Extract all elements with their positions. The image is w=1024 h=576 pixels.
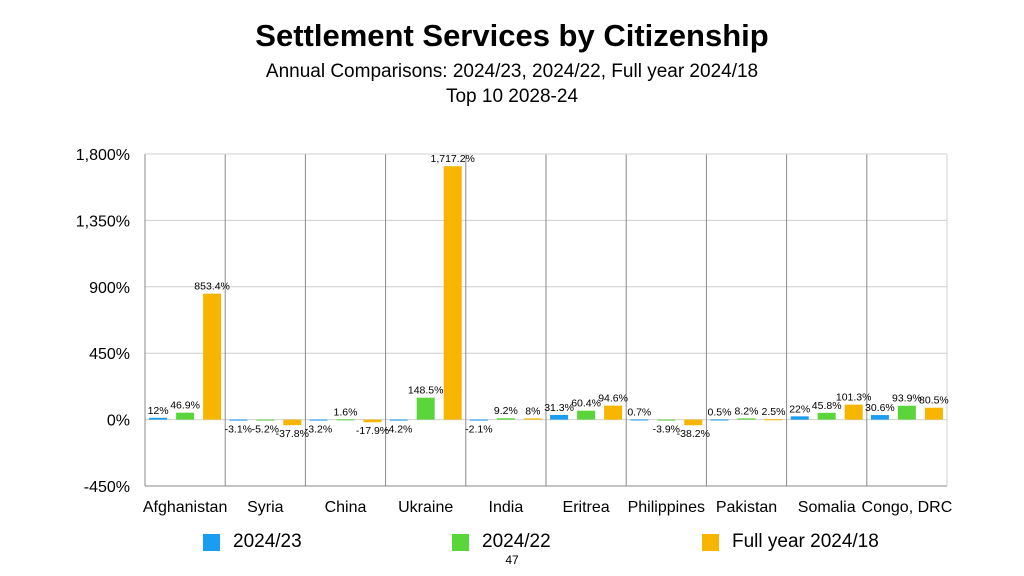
- page-number: 47: [505, 553, 519, 567]
- category-label: Afghanistan: [143, 499, 228, 516]
- data-label: -3.9%: [653, 424, 680, 436]
- bar: [604, 405, 623, 420]
- bar: [924, 407, 943, 420]
- category-label: Ukraine: [398, 499, 453, 516]
- y-tick-label: 0%: [107, 413, 130, 430]
- data-label: 0.7%: [627, 406, 651, 418]
- data-label: 31.3%: [544, 402, 574, 414]
- legend-item-2024-22: 2024/22: [452, 531, 551, 553]
- chart-subtitle-line2: Top 10 2028-24: [445, 86, 579, 107]
- category-label: Eritrea: [563, 499, 610, 516]
- data-label: 2.5%: [762, 406, 786, 418]
- bar: [870, 415, 889, 420]
- bar: [897, 405, 916, 420]
- data-label: 1,717.2%: [431, 153, 475, 165]
- data-label: -3.1%: [225, 424, 252, 436]
- bar: [790, 416, 809, 420]
- y-tick-label: 1,350%: [76, 213, 130, 230]
- data-label: 8%: [525, 405, 540, 417]
- category-label: Somalia: [798, 499, 856, 516]
- bar: [336, 419, 355, 421]
- data-label: -17.9%: [356, 425, 389, 437]
- bar: [737, 418, 756, 420]
- data-label: 8.2%: [735, 405, 759, 417]
- category-label: China: [325, 499, 367, 516]
- legend-swatch-blue: [203, 533, 220, 551]
- data-label: -4.2%: [385, 424, 412, 436]
- data-label: 853.4%: [194, 281, 230, 293]
- bar: [496, 418, 515, 420]
- category-label: Syria: [247, 499, 284, 516]
- data-label: 46.9%: [170, 400, 200, 412]
- data-label: 22%: [789, 403, 810, 415]
- bar: [283, 419, 302, 426]
- data-label: 148.5%: [408, 385, 444, 397]
- legend-label: 2024/23: [233, 531, 302, 552]
- bar: [657, 419, 676, 421]
- legend-label: 2024/22: [482, 531, 551, 552]
- bar: [523, 418, 542, 420]
- bar: [764, 419, 783, 421]
- y-tick-label: 900%: [89, 280, 130, 297]
- bar: [176, 412, 195, 420]
- bar: [203, 293, 222, 420]
- bar: [469, 419, 488, 421]
- data-label: -2.1%: [465, 424, 492, 436]
- category-label: Congo, DRC: [862, 499, 953, 516]
- bar: [443, 166, 462, 420]
- data-label: 93.9%: [892, 393, 922, 405]
- chart-title: Settlement Services by Citizenship: [255, 18, 769, 53]
- data-label: -5.2%: [252, 424, 279, 436]
- category-label: Pakistan: [716, 499, 777, 516]
- data-label: -37.8%: [276, 428, 309, 440]
- bar: [844, 404, 863, 420]
- data-label: 0.5%: [708, 407, 732, 419]
- bar: [229, 419, 248, 421]
- data-label: 9.2%: [494, 405, 518, 417]
- bar: [550, 414, 569, 420]
- legend-swatch-orange: [702, 533, 719, 551]
- data-label: -3.2%: [305, 424, 332, 436]
- bar: [256, 419, 275, 421]
- bar: [416, 397, 435, 420]
- category-label: India: [489, 499, 524, 516]
- legend-label: Full year 2024/18: [732, 531, 879, 552]
- data-label: 80.5%: [919, 395, 949, 407]
- legend-item-full-year: Full year 2024/18: [702, 531, 879, 553]
- data-label: 101.3%: [836, 392, 872, 404]
- bar: [630, 419, 649, 421]
- y-tick-label: 450%: [89, 346, 130, 363]
- bar: [710, 419, 729, 421]
- legend-item-2024-23: 2024/23: [203, 531, 302, 553]
- data-label: 12%: [148, 405, 169, 417]
- bar: [149, 417, 168, 420]
- bar: [684, 419, 703, 426]
- y-tick-label: 1,800%: [76, 147, 130, 164]
- data-label: 60.4%: [571, 398, 601, 410]
- data-label: 45.8%: [812, 400, 842, 412]
- data-label: -38.2%: [677, 428, 710, 440]
- data-label: 30.6%: [865, 402, 895, 414]
- legend-swatch-green: [452, 533, 469, 551]
- y-tick-label: -450%: [84, 479, 130, 496]
- bar: [363, 419, 382, 423]
- bar: [389, 419, 408, 421]
- chart-subtitle-line1: Annual Comparisons: 2024/23, 2024/22, Fu…: [265, 61, 759, 82]
- bar: [817, 412, 836, 420]
- data-label: 1.6%: [334, 406, 358, 418]
- bar: [309, 419, 328, 421]
- bar: [577, 410, 596, 420]
- category-label: Philippines: [628, 499, 705, 516]
- data-label: 94.6%: [598, 393, 628, 405]
